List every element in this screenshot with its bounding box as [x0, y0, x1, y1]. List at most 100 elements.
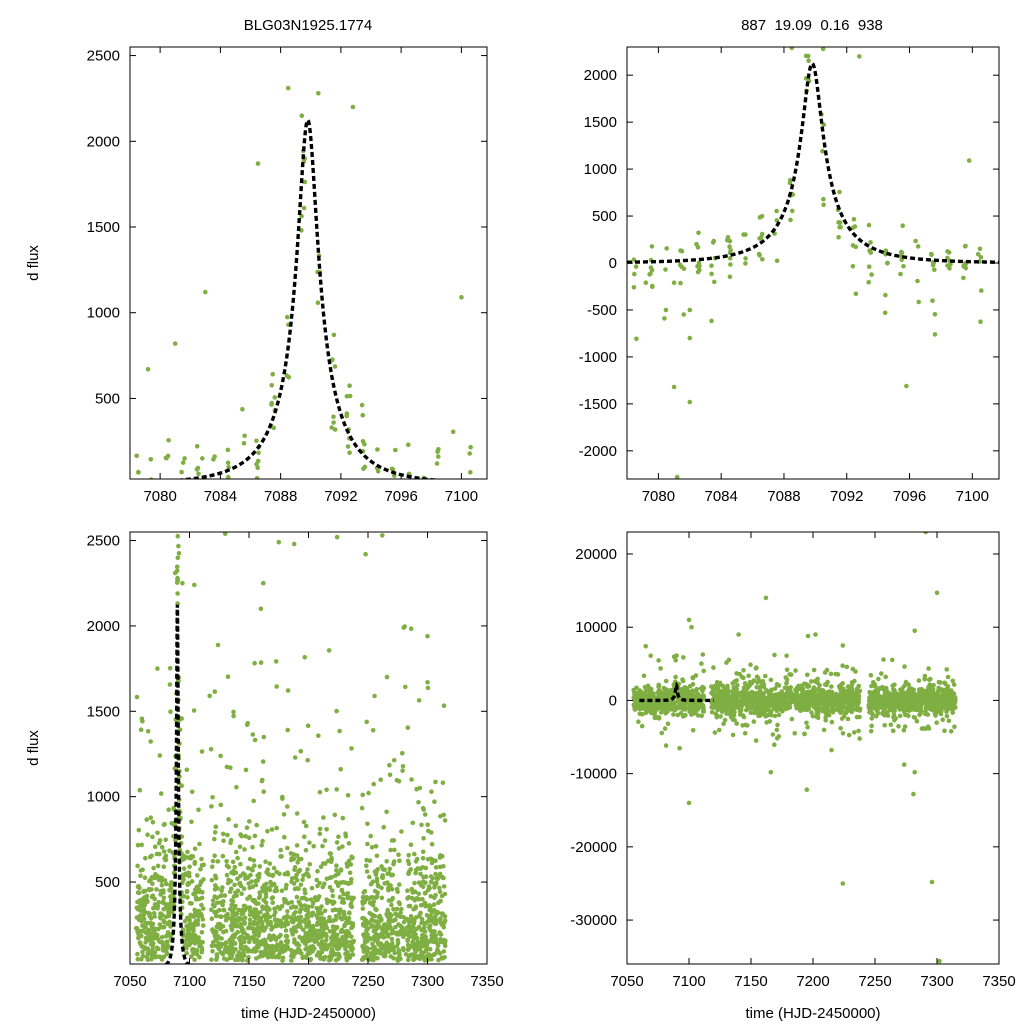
data-point [379, 885, 384, 891]
data-point [359, 402, 365, 408]
data-point [681, 655, 686, 660]
data-point [158, 939, 164, 945]
data-point [319, 911, 324, 916]
data-point [315, 935, 321, 941]
data-point [908, 686, 914, 691]
data-point [806, 701, 812, 706]
data-point [437, 871, 443, 877]
data-point [651, 691, 656, 696]
data-point [881, 657, 886, 662]
data-point [301, 927, 306, 933]
data-point [823, 711, 829, 716]
data-point [225, 674, 231, 679]
data-point [387, 946, 393, 952]
data-point [298, 856, 304, 862]
data-point [162, 945, 167, 950]
data-point [428, 830, 434, 835]
data-point [397, 882, 402, 887]
data-point [659, 730, 665, 736]
data-point [285, 688, 291, 693]
y-tick-label: -20000 [570, 839, 617, 856]
data-point [806, 689, 812, 695]
data-point [298, 748, 304, 754]
data-point [289, 876, 295, 881]
data-point [274, 947, 279, 952]
data-point [195, 873, 200, 878]
data-point [194, 952, 200, 957]
data-point [226, 474, 231, 479]
plot-frame [626, 46, 1000, 480]
data-point [658, 710, 664, 715]
data-point [226, 817, 231, 822]
data-point [231, 894, 237, 899]
data-point [442, 918, 448, 923]
data-point [263, 894, 269, 900]
data-point [368, 881, 374, 887]
data-point [442, 891, 448, 897]
data-point [810, 713, 816, 719]
data-point [952, 724, 957, 730]
data-point [815, 708, 821, 713]
data-point [343, 916, 349, 921]
data-point [175, 513, 180, 518]
data-point [149, 952, 154, 958]
data-point [269, 895, 275, 901]
data-point [437, 864, 443, 870]
data-point [346, 841, 352, 846]
data-point [837, 693, 843, 698]
data-point [632, 697, 637, 703]
data-point [856, 691, 861, 697]
data-point [257, 916, 263, 921]
data-point [651, 702, 656, 708]
data-point [272, 395, 278, 400]
data-point [245, 865, 251, 871]
data-point [145, 934, 151, 939]
data-point [274, 825, 280, 831]
data-point [278, 950, 283, 955]
data-point [950, 710, 955, 715]
data-point [226, 864, 231, 870]
data-point [152, 513, 157, 518]
data-point [319, 920, 325, 925]
data-point [389, 913, 394, 918]
data-point [643, 710, 649, 716]
data-point [231, 868, 236, 874]
y-tick-label: -1500 [579, 396, 617, 413]
data-point [140, 928, 145, 934]
data-point [333, 917, 339, 922]
x-tick-label: 7084 [204, 488, 237, 505]
data-point [400, 925, 405, 931]
data-point [756, 713, 761, 719]
data-point [157, 851, 162, 857]
data-point [315, 896, 321, 902]
data-point [348, 862, 354, 867]
data-point [172, 341, 178, 346]
data-point [201, 923, 206, 928]
data-point [846, 732, 852, 738]
data-point [677, 262, 683, 268]
data-point [162, 919, 167, 925]
data-point [167, 682, 173, 687]
data-point [237, 954, 242, 960]
data-point [415, 939, 420, 945]
data-point [381, 824, 387, 830]
data-point [209, 877, 215, 883]
data-point [389, 936, 395, 942]
data-point [866, 264, 872, 270]
data-point [272, 917, 278, 923]
data-point [643, 280, 649, 286]
data-point [758, 702, 763, 707]
data-point [405, 888, 410, 893]
x-tick-label: 7200 [796, 973, 829, 990]
data-point [821, 196, 826, 202]
data-point [369, 845, 375, 850]
data-point [389, 838, 395, 843]
data-point [136, 935, 141, 941]
data-point [298, 914, 304, 920]
data-point [163, 857, 169, 862]
data-point [233, 823, 239, 829]
data-point [364, 894, 369, 900]
data-points [134, 513, 448, 963]
data-point [648, 653, 653, 658]
data-point [424, 947, 429, 952]
